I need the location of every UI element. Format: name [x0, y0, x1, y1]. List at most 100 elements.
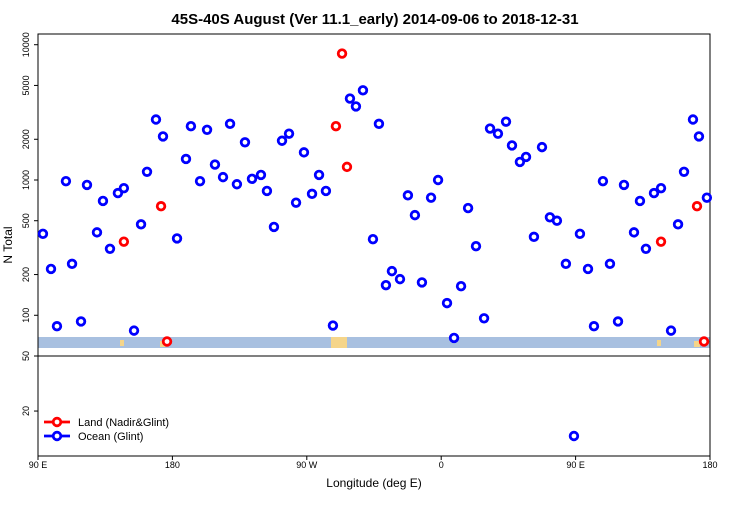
data-point: [373, 118, 385, 130]
data-point: [268, 221, 280, 233]
x-tick-label: 90 E: [29, 460, 48, 470]
data-point: [492, 128, 504, 139]
data-point: [51, 321, 63, 332]
data-point: [560, 258, 572, 270]
data-point: [157, 131, 169, 142]
data-point: [171, 233, 183, 244]
land-mask: [694, 341, 700, 347]
data-point: [104, 243, 116, 255]
data-point: [118, 182, 130, 194]
data-point: [344, 93, 356, 104]
land-mask: [120, 340, 124, 346]
data-point: [313, 169, 325, 181]
data-point: [201, 124, 213, 135]
data-point: [582, 263, 594, 275]
data-point: [290, 197, 302, 208]
data-point: [367, 234, 379, 245]
data-point: [261, 185, 273, 197]
legend-label: Land (Nadir&Glint): [78, 417, 169, 429]
data-point: [255, 169, 267, 181]
data-point: [432, 174, 444, 186]
y-tick-label: 10000: [21, 32, 31, 57]
data-point: [470, 241, 482, 252]
chart-title: 45S-40S August (Ver 11.1_early) 2014-09-…: [171, 11, 578, 28]
data-point: [618, 179, 630, 191]
x-tick-label: 180: [702, 460, 717, 470]
data-point: [217, 171, 229, 183]
plot-frame: [37, 355, 711, 457]
data-point: [209, 159, 221, 170]
data-point: [506, 140, 518, 151]
data-point: [640, 243, 652, 255]
data-point: [568, 430, 580, 442]
land-mask: [657, 340, 661, 346]
data-point: [37, 228, 49, 240]
data-point: [246, 173, 258, 185]
data-point: [298, 147, 310, 158]
data-point: [514, 156, 526, 168]
data-point: [628, 227, 640, 238]
data-point: [231, 179, 243, 190]
y2-tick-label: 50: [21, 351, 31, 361]
data-point: [330, 120, 342, 132]
y-tick-label: 5000: [21, 75, 31, 95]
data-point: [128, 325, 140, 336]
legend-marker: [51, 430, 63, 442]
data-point: [455, 281, 467, 292]
data-point: [574, 228, 586, 240]
data-point: [441, 297, 453, 309]
data-point: [665, 325, 677, 336]
data-point: [448, 332, 460, 344]
legend-marker: [51, 416, 63, 428]
data-point: [161, 336, 173, 347]
data-point: [306, 188, 318, 200]
y-tick-label: 500: [21, 213, 31, 228]
data-point: [698, 336, 710, 347]
x-tick-label: 90 W: [296, 460, 318, 470]
data-point: [386, 265, 398, 277]
data-point: [91, 227, 103, 238]
land-mask: [331, 337, 347, 348]
data-point: [687, 114, 699, 125]
data-point: [341, 161, 353, 173]
surface-mask: [38, 337, 710, 348]
data-point: [500, 116, 512, 127]
y-tick-label: 200: [21, 267, 31, 282]
data-point: [380, 279, 392, 291]
y-axis-label: N Total: [1, 226, 15, 263]
data-point: [239, 137, 251, 148]
y-tick-label: 2000: [21, 129, 31, 149]
data-point: [185, 120, 197, 132]
data-point: [678, 166, 690, 177]
data-point: [135, 219, 147, 230]
data-point: [634, 195, 646, 207]
data-point: [528, 231, 540, 243]
data-point: [655, 182, 667, 194]
data-point: [224, 118, 236, 130]
data-point: [655, 236, 667, 247]
data-point: [150, 114, 162, 125]
data-point: [604, 258, 616, 270]
y-tick-label: 1000: [21, 170, 31, 190]
data-point: [597, 175, 609, 187]
data-point: [672, 219, 684, 230]
data-point: [409, 209, 421, 221]
data-point: [155, 201, 167, 212]
data-point: [60, 175, 72, 187]
y2-tick-label: 20: [21, 406, 31, 416]
data-point: [118, 236, 130, 247]
data-point: [520, 151, 532, 163]
plot-frame: [37, 33, 711, 357]
x-tick-label: 0: [439, 460, 444, 470]
data-point: [536, 141, 548, 153]
data-point: [357, 85, 369, 96]
data-point: [66, 258, 78, 270]
data-point: [394, 273, 406, 285]
data-point: [194, 175, 206, 187]
data-point: [691, 201, 703, 212]
data-point: [478, 313, 490, 324]
data-point: [693, 131, 705, 142]
data-point: [75, 316, 87, 327]
data-point: [612, 316, 624, 327]
